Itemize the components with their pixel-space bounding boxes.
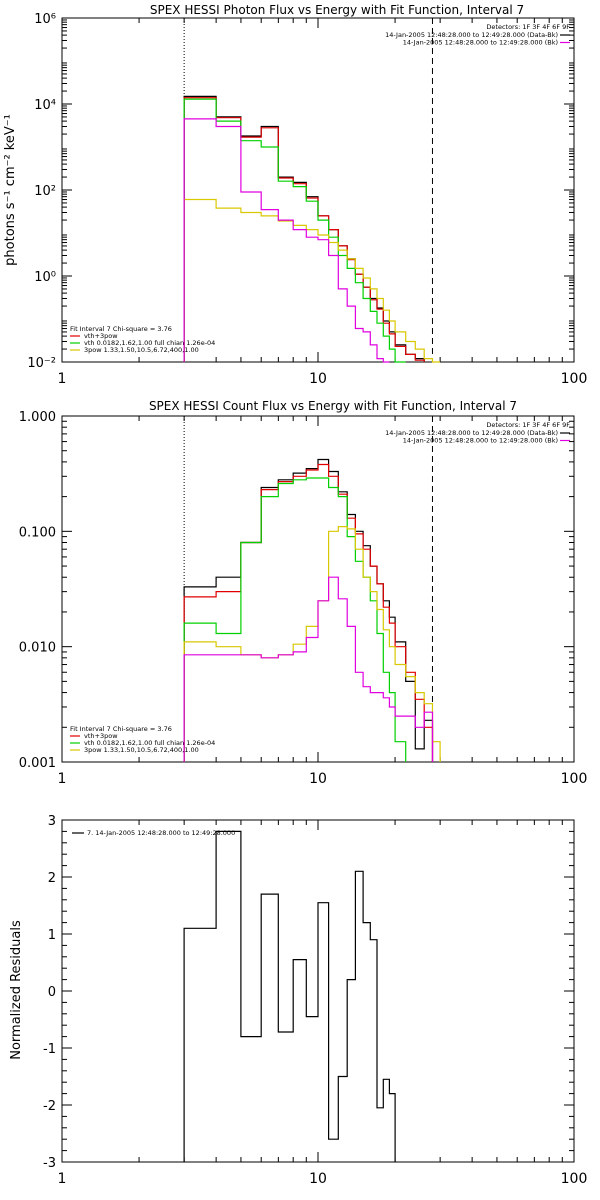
fit-legend-title: Fit Interval 7 Chi-square = 3.76 xyxy=(70,725,172,733)
series-line-0 xyxy=(183,458,434,762)
residual-legend-entry-text: 7. 14-Jan-2005 12:48:28.000 to 12:49:28.… xyxy=(87,829,235,837)
y-tick-label: 1 xyxy=(48,928,56,943)
x-tick-label: 1 xyxy=(58,771,67,787)
fit-legend-title: Fit Interval 7 Chi-square = 3.76 xyxy=(70,325,172,333)
x-tick-label: 10 xyxy=(309,1171,327,1187)
fit-legend-entry-text: vth+3pow xyxy=(84,732,118,740)
legend-title: Detectors: 1F 3F 4F 6F 9F xyxy=(486,23,570,31)
series-line-4 xyxy=(183,118,390,363)
y-tick-label: 0.001 xyxy=(19,756,56,771)
series-line-2 xyxy=(183,477,407,762)
photon-flux-legend-bottom-left: Fit Interval 7 Chi-square = 3.76vth+3pow… xyxy=(70,325,215,354)
photon-flux-ylabel: photons s⁻¹ cm⁻² keV⁻¹ xyxy=(3,114,18,266)
residuals-series xyxy=(183,830,396,1162)
y-tick-label: 10⁶ xyxy=(34,12,56,27)
x-tick-label: 1 xyxy=(58,1171,67,1187)
x-tick-label: 100 xyxy=(561,371,588,387)
y-tick-label: -3 xyxy=(43,1156,56,1171)
photon-flux-panel: SPEX HESSI Photon Flux vs Energy with Fi… xyxy=(3,3,587,387)
y-tick-label: 10⁰ xyxy=(34,270,56,285)
legend-entry-text: 14-Jan-2005 12:48:28.000 to 12:49:28.000… xyxy=(385,31,558,39)
x-tick-label: 100 xyxy=(561,1171,588,1187)
y-tick-label: 1.000 xyxy=(19,410,56,425)
residuals-legend-top-left: 7. 14-Jan-2005 12:48:28.000 to 12:49:28.… xyxy=(72,829,235,837)
series-line-1 xyxy=(183,463,434,762)
photon-flux-series xyxy=(183,18,441,363)
photon-flux-plot-frame xyxy=(61,17,575,363)
legend-entry-text: 14-Jan-2005 12:48:28.000 to 12:49:28.000… xyxy=(403,437,558,445)
y-tick-label: 3 xyxy=(48,814,56,829)
y-tick-label: 10² xyxy=(34,184,56,199)
y-tick-label: 10⁴ xyxy=(34,98,56,113)
count-flux-title: SPEX HESSI Count Flux vs Energy with Fit… xyxy=(149,399,517,413)
photon-flux-title: SPEX HESSI Photon Flux vs Energy with Fi… xyxy=(150,3,524,17)
series-line-2 xyxy=(183,98,406,363)
y-tick-label: 0.100 xyxy=(19,525,56,540)
y-tick-label: 0 xyxy=(48,985,56,1000)
series-line-3 xyxy=(183,526,441,762)
fit-legend-entry-text: vth 0.0182,1.62,1.00 full chian 1.26e-04 xyxy=(84,339,215,347)
x-tick-label: 10 xyxy=(309,371,327,387)
legend-entry-text: 14-Jan-2005 12:48:28.000 to 12:49:28.000… xyxy=(403,39,558,47)
fit-legend-entry-text: 3pow 1.33,1.50,10.5,6.72,400,1.00 xyxy=(84,346,199,354)
residuals-panel: Normalized Residuals 1 10 100 -3 -2 -1 0 1 2 3 7.… xyxy=(9,814,587,1187)
series-line-4 xyxy=(183,576,434,762)
legend-entry-text: 14-Jan-2005 12:48:28.000 to 12:49:28.000… xyxy=(385,429,558,437)
count-flux-legend-bottom-left: Fit Interval 7 Chi-square = 3.76vth+3pow… xyxy=(70,725,215,754)
legend-title: Detectors: 1F 3F 4F 6F 9F xyxy=(486,421,570,429)
fit-legend-entry-text: 3pow 1.33,1.50,10.5,6.72,400,1.00 xyxy=(84,746,199,754)
residuals-ylabel: Normalized Residuals xyxy=(9,920,24,1060)
y-tick-label: 2 xyxy=(48,871,56,886)
x-tick-label: 100 xyxy=(561,771,588,787)
count-flux-axes: 1 10 100 0.001 0.010 0.100 1.000 xyxy=(19,410,588,787)
count-flux-panel: SPEX HESSI Count Flux vs Energy with Fit… xyxy=(19,399,588,787)
x-tick-label: 10 xyxy=(309,771,327,787)
fit-legend-entry-text: vth+3pow xyxy=(84,332,118,340)
x-tick-label: 1 xyxy=(58,371,67,387)
series-line-0 xyxy=(183,830,396,1162)
y-tick-label: 10⁻² xyxy=(27,356,56,371)
y-tick-label: 0.010 xyxy=(19,641,56,656)
y-tick-label: -1 xyxy=(43,1042,56,1057)
residuals-axes: 1 10 100 -3 -2 -1 0 1 2 3 xyxy=(43,814,587,1187)
y-tick-label: -2 xyxy=(43,1099,56,1114)
series-line-3 xyxy=(183,198,441,363)
fit-legend-entry-text: vth 0.0182,1.62,1.00 full chian 1.26e-04 xyxy=(84,739,215,747)
count-flux-series xyxy=(183,416,441,762)
